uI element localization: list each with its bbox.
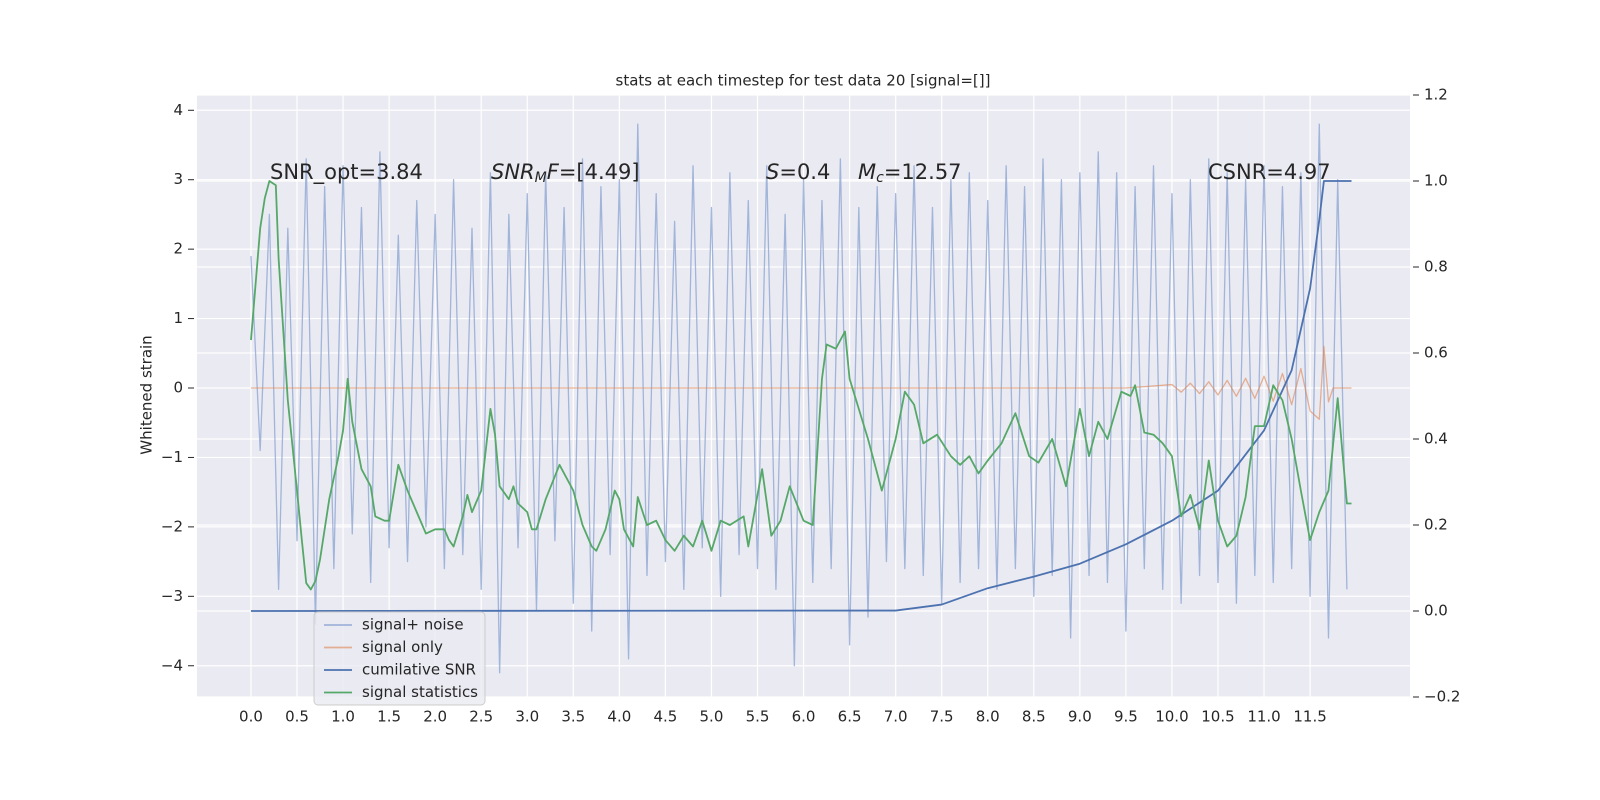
series-line — [250, 180, 1352, 612]
x-tick-label: 0.0 — [239, 708, 263, 726]
x-tick-label: 11.5 — [1293, 708, 1326, 726]
y-tick-label: 4 — [173, 101, 183, 119]
y-tick-label: −4 — [161, 656, 183, 674]
y-tick-label: 0 — [173, 379, 183, 397]
y2-tick-label: 0.2 — [1424, 516, 1448, 534]
y-tick-label: −3 — [161, 587, 183, 605]
x-tick-label: 3.0 — [515, 708, 539, 726]
x-tick-label: 8.0 — [976, 708, 1000, 726]
annotation-part: SNR_opt=3.84 — [270, 160, 423, 185]
y-tick-label: 3 — [173, 170, 183, 188]
x-tick-label: 4.0 — [607, 708, 631, 726]
annotation-part: S — [766, 160, 779, 184]
x-tick-label: 1.0 — [331, 708, 355, 726]
y2-tick-label: 1.0 — [1424, 172, 1448, 190]
x-tick-label: 2.5 — [469, 708, 493, 726]
y-tick-label: 1 — [173, 309, 183, 327]
legend-box — [313, 611, 486, 706]
annotation-part: =12.57 — [884, 160, 962, 184]
annotation-part: =0.4 — [779, 160, 830, 184]
y2-tick-label: 0.4 — [1424, 430, 1448, 448]
x-tick-label: 10.0 — [1155, 708, 1188, 726]
x-tick-label: 7.0 — [884, 708, 908, 726]
annotation-part: SNR — [491, 160, 535, 184]
x-tick-label: 3.5 — [561, 708, 585, 726]
y2-tick-label: 0.8 — [1424, 258, 1448, 276]
x-tick-label: 2.0 — [423, 708, 447, 726]
x-tick-label: 7.5 — [930, 708, 954, 726]
legend-label: signal statistics — [362, 683, 478, 701]
y-tick-label: −1 — [161, 448, 183, 466]
series-line — [250, 345, 1352, 420]
y2-tick-label: 0.6 — [1424, 344, 1448, 362]
annotation: SNR_opt=3.84 — [270, 160, 423, 185]
chart-title: stats at each timestep for test data 20 … — [616, 72, 991, 90]
y-tick-label: −2 — [161, 517, 183, 535]
y-axis-label: Whitened strain — [138, 335, 156, 454]
series-line — [250, 180, 1352, 591]
x-tick-label: 9.0 — [1068, 708, 1092, 726]
annotation-part: =[4.49] — [559, 160, 640, 184]
annotation-part: M — [535, 170, 547, 186]
x-tick-label: 1.5 — [377, 708, 401, 726]
x-tick-label: 11.0 — [1247, 708, 1280, 726]
x-tick-label: 10.5 — [1201, 708, 1234, 726]
annotation: SNRMF=[4.49] — [491, 160, 640, 186]
x-tick-label: 8.5 — [1022, 708, 1046, 726]
x-tick-label: 6.5 — [838, 708, 862, 726]
legend-label: cumilative SNR — [362, 661, 476, 679]
annotation-part: M — [858, 160, 876, 184]
x-tick-label: 5.5 — [746, 708, 770, 726]
x-tick-label: 9.5 — [1114, 708, 1138, 726]
annotation: S=0.4 — [766, 160, 830, 184]
series-line — [250, 123, 1348, 674]
legend-label: signal only — [362, 638, 443, 656]
annotation: CSNR=4.97 — [1208, 160, 1331, 184]
y2-tick-label: 0.0 — [1424, 602, 1448, 620]
annotation: Mc=12.57 — [858, 160, 962, 186]
x-tick-label: 5.0 — [700, 708, 724, 726]
y2-tick-label: −0.2 — [1424, 688, 1460, 706]
legend-label: signal+ noise — [362, 616, 464, 634]
annotation-part: c — [876, 170, 884, 186]
y2-tick-label: 1.2 — [1424, 86, 1448, 104]
x-tick-label: 4.5 — [653, 708, 677, 726]
y-tick-label: 2 — [173, 240, 183, 258]
annotation-part: CSNR=4.97 — [1208, 160, 1331, 184]
annotation-part: F — [547, 160, 560, 184]
x-tick-label: 6.0 — [792, 708, 816, 726]
x-tick-label: 0.5 — [285, 708, 309, 726]
